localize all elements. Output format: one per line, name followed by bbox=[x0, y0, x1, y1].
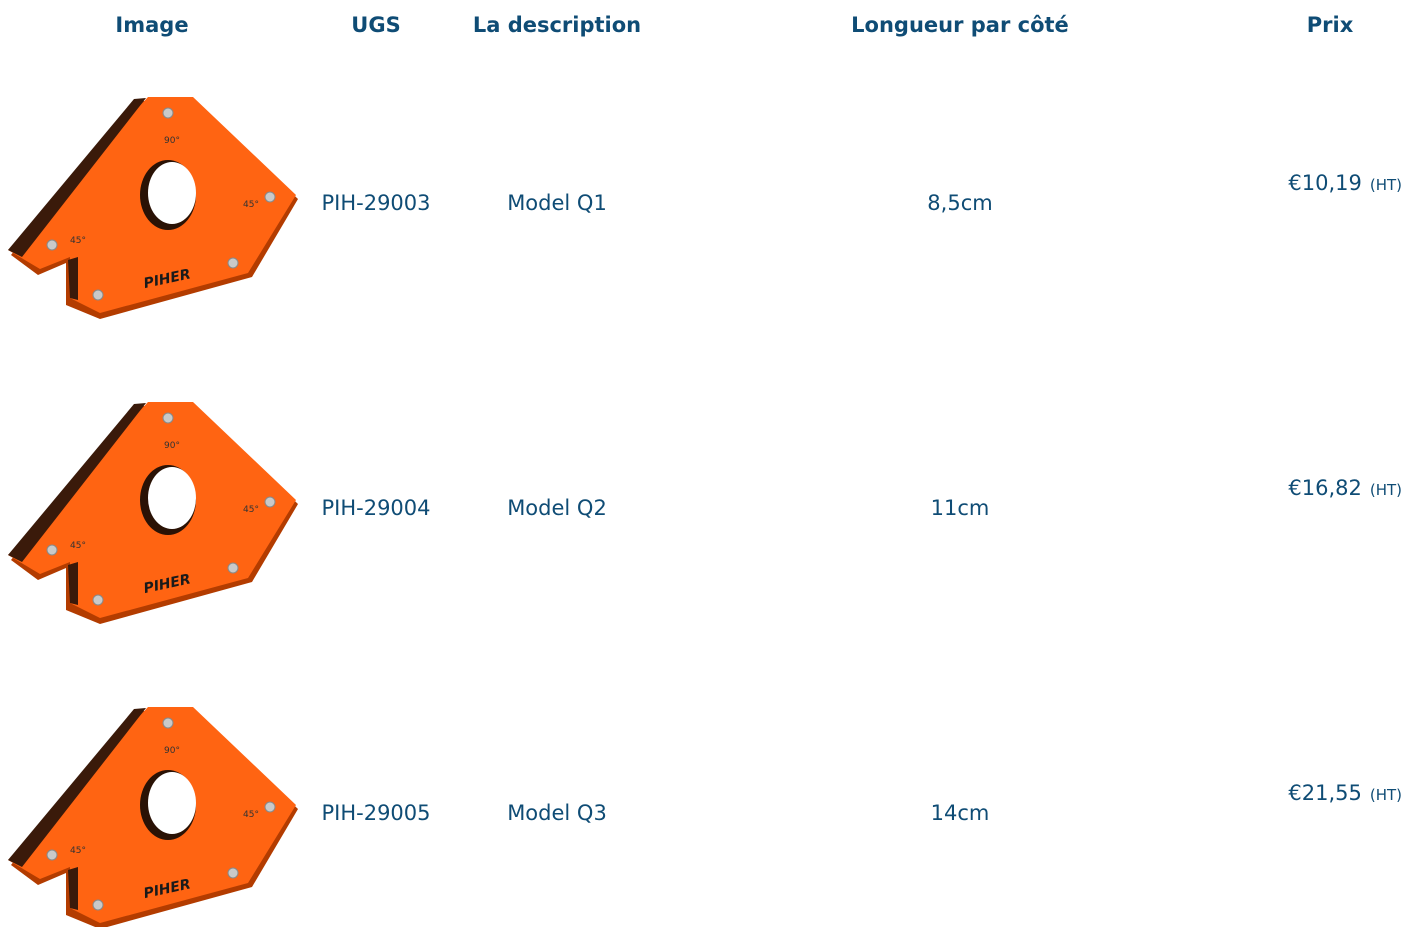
sku: PIH-29004 bbox=[321, 496, 430, 520]
column-header: Longueur par côté bbox=[851, 13, 1069, 37]
screw bbox=[163, 108, 173, 118]
screw bbox=[265, 497, 275, 507]
price-value: €21,55 bbox=[1288, 781, 1361, 805]
product-image: 90°45°45°PIHER bbox=[8, 707, 298, 927]
length: 14cm bbox=[931, 801, 990, 825]
screw bbox=[265, 802, 275, 812]
screw bbox=[228, 563, 238, 573]
angle-label: 45° bbox=[243, 810, 259, 820]
screw bbox=[228, 868, 238, 878]
price-note: (HT) bbox=[1370, 481, 1402, 499]
price-note: (HT) bbox=[1370, 786, 1402, 804]
angle-label: 90° bbox=[164, 136, 180, 146]
product-image: 90°45°45°PIHER bbox=[8, 97, 298, 319]
description: Model Q3 bbox=[507, 801, 607, 825]
screw bbox=[93, 900, 103, 910]
price-value: €16,82 bbox=[1288, 476, 1361, 500]
screw bbox=[228, 258, 238, 268]
price-value: €10,19 bbox=[1288, 171, 1361, 195]
angle-label: 45° bbox=[70, 846, 86, 856]
page: Image UGS La description Longueur par côté P… bbox=[0, 0, 1422, 927]
product-image: 90°45°45°PIHER bbox=[8, 402, 298, 624]
angle-label: 45° bbox=[243, 505, 259, 515]
angle-label: 45° bbox=[70, 541, 86, 551]
sku: PIH-29003 bbox=[321, 191, 430, 215]
price: €16,82 (HT) bbox=[1288, 476, 1402, 500]
column-header: UGS bbox=[351, 13, 400, 37]
screw bbox=[47, 850, 57, 860]
screw bbox=[47, 240, 57, 250]
price-note: (HT) bbox=[1370, 176, 1402, 194]
screw bbox=[93, 290, 103, 300]
magnet-hole-light bbox=[148, 772, 196, 834]
magnet-hole-light bbox=[148, 162, 196, 224]
column-header: Image bbox=[115, 13, 188, 37]
length: 11cm bbox=[931, 496, 990, 520]
magnet-hole-light bbox=[148, 467, 196, 529]
angle-label: 90° bbox=[164, 746, 180, 756]
column-header: La description bbox=[473, 13, 641, 37]
price: €10,19 (HT) bbox=[1288, 171, 1402, 195]
screw bbox=[163, 718, 173, 728]
description: Model Q1 bbox=[507, 191, 607, 215]
angle-label: 45° bbox=[243, 200, 259, 210]
screw bbox=[93, 595, 103, 605]
sku: PIH-29005 bbox=[321, 801, 430, 825]
screw bbox=[163, 413, 173, 423]
angle-label: 90° bbox=[164, 441, 180, 451]
price: €21,55 (HT) bbox=[1288, 781, 1402, 805]
screw bbox=[47, 545, 57, 555]
length: 8,5cm bbox=[927, 191, 992, 215]
screw bbox=[265, 192, 275, 202]
column-header: Prix bbox=[1307, 13, 1354, 37]
description: Model Q2 bbox=[507, 496, 607, 520]
product-table: Image UGS La description Longueur par côté P… bbox=[0, 0, 1422, 927]
angle-label: 45° bbox=[70, 236, 86, 246]
